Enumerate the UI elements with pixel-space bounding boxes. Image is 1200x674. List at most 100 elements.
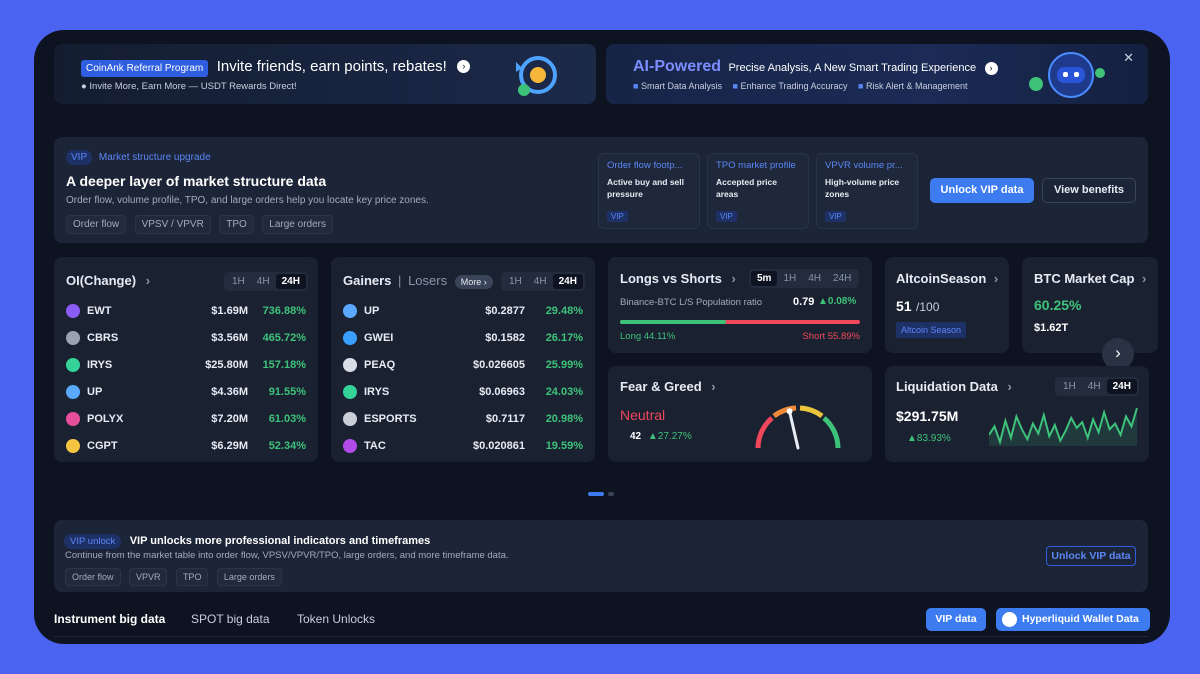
chip-vpsv-vpvr[interactable]: VPSV / VPVR	[134, 215, 211, 234]
list-item[interactable]: TAC $0.020861 19.59%	[331, 433, 595, 459]
list-item[interactable]: EWT $1.69M 736.88%	[54, 298, 318, 324]
tab-1h[interactable]: 1H	[509, 276, 522, 287]
list-item[interactable]: GWEI $0.1582 26.17%	[331, 325, 595, 351]
view-benefits-button[interactable]: View benefits	[1042, 178, 1136, 203]
longs-shorts-title[interactable]: Longs vs Shorts ›	[620, 271, 736, 286]
coin-change: 736.88%	[262, 305, 306, 317]
chip-tpo[interactable]: TPO	[219, 215, 254, 234]
fear-greed-change: ▲27.27%	[647, 431, 692, 442]
coin-value: $6.29M	[211, 440, 248, 452]
chip-large-orders[interactable]: Large orders	[262, 215, 333, 234]
chip-order-flow[interactable]: Order flow	[65, 568, 121, 586]
list-item[interactable]: ESPORTS $0.7117 20.98%	[331, 406, 595, 432]
liquidation-card: Liquidation Data › 1H 4H 24H $291.75M ▲8…	[885, 366, 1149, 462]
list-item[interactable]: UP $0.2877 29.48%	[331, 298, 595, 324]
page-dot-active[interactable]	[588, 492, 604, 496]
liquidation-title[interactable]: Liquidation Data ›	[896, 379, 1012, 394]
arrow-right-icon[interactable]: ›	[984, 62, 998, 75]
coin-name: CBRS	[87, 332, 119, 344]
coin-value: $0.2877	[485, 305, 525, 317]
tab-5m[interactable]: 5m	[751, 271, 778, 286]
list-item[interactable]: IRYS $0.06963 24.03%	[331, 379, 595, 405]
coin-name: IRYS	[87, 359, 113, 371]
divider: |	[398, 273, 402, 288]
coin-icon	[343, 358, 357, 372]
hyperliquid-wallet-button[interactable]: Hyperliquid Wallet Data	[996, 608, 1150, 631]
coin-value: $25.80M	[205, 359, 248, 371]
more-button[interactable]: More ›	[454, 275, 493, 289]
fear-greed-value: 42	[630, 431, 642, 442]
coin-value: $0.020861	[473, 440, 525, 452]
altcoin-score: 51	[896, 298, 912, 314]
tab-1h[interactable]: 1H	[232, 276, 245, 287]
coin-change: 465.72%	[262, 332, 306, 344]
unlock-vip-button[interactable]: Unlock VIP data	[930, 178, 1034, 203]
gainers-card: Gainers | Losers More › 1H 4H 24H UP $0.2…	[331, 257, 595, 462]
tab-instrument-big-data[interactable]: Instrument big data	[54, 612, 166, 626]
altcoin-title[interactable]: AltcoinSeason ›	[896, 271, 999, 286]
vip-unlock-badge: VIP unlock	[64, 534, 122, 549]
tab-24h[interactable]: 24H	[833, 273, 852, 284]
list-item[interactable]: UP $4.36M 91.55%	[54, 379, 318, 405]
liq-change: ▲83.93%	[907, 433, 951, 444]
unlock-vip-data-button[interactable]: Unlock VIP data	[1046, 546, 1136, 566]
liq-timeframe-tabs: 1H 4H 24H	[1055, 377, 1139, 396]
list-item[interactable]: CBRS $3.56M 465.72%	[54, 325, 318, 351]
close-icon[interactable]: ✕	[1123, 50, 1134, 65]
list-item[interactable]: IRYS $25.80M 157.18%	[54, 352, 318, 378]
oi-title[interactable]: OI(Change) ›	[66, 273, 151, 288]
btc-cap-title[interactable]: BTC Market Cap ›	[1034, 271, 1147, 286]
info-dot-icon: ●	[81, 81, 87, 92]
coin-name: GWEI	[364, 332, 394, 344]
feature-vpvr[interactable]: VPVR volume pr... High-volume price zone…	[816, 153, 918, 229]
tab-token-unlocks[interactable]: Token Unlocks	[297, 612, 376, 626]
vip-data-button[interactable]: VIP data	[926, 608, 986, 631]
tab-1h[interactable]: 1H	[1063, 381, 1076, 392]
carousel-next-icon[interactable]: ›	[1102, 338, 1134, 370]
chevron-right-icon: ›	[1142, 271, 1147, 286]
liq-sparkline-line	[989, 407, 1138, 446]
coin-change: 24.03%	[545, 386, 583, 398]
tab-24h[interactable]: 24H	[1106, 379, 1137, 394]
btc-cap-value: $1.62T	[1034, 322, 1069, 334]
altcoin-max: /100	[916, 300, 940, 314]
fear-greed-title[interactable]: Fear & Greed ›	[620, 379, 716, 394]
referral-headline: Invite friends, earn points, rebates!	[216, 58, 447, 76]
fear-greed-card: Fear & Greed › Neutral 42 ▲27.27%	[608, 366, 872, 462]
ai-banner[interactable]: AI-Powered Precise Analysis, A New Smart…	[606, 44, 1148, 104]
arrow-right-icon[interactable]: ›	[457, 60, 471, 74]
chip-vpvr[interactable]: VPVR	[128, 568, 168, 586]
tab-24h[interactable]: 24H	[275, 274, 306, 289]
ls-timeframe-tabs: 5m 1H 4H 24H	[749, 269, 860, 288]
feature-check-icon: ■	[732, 81, 738, 91]
chevron-right-icon: ›	[993, 271, 999, 286]
chip-large-orders[interactable]: Large orders	[216, 568, 282, 586]
tab-gainers[interactable]: Gainers	[343, 273, 392, 288]
coin-change: 19.59%	[545, 440, 583, 452]
tab-24h[interactable]: 24H	[552, 274, 583, 289]
feature-order-flow[interactable]: Order flow footp... Active buy and sell …	[598, 153, 700, 229]
chip-order-flow[interactable]: Order flow	[66, 215, 127, 234]
coin-value: $4.36M	[211, 386, 248, 398]
tab-4h[interactable]: 4H	[256, 276, 270, 287]
coin-icon	[343, 385, 357, 399]
coin-name: IRYS	[364, 386, 390, 398]
btc-cap-pct: 60.25%	[1034, 297, 1082, 313]
tab-4h[interactable]: 4H	[533, 276, 547, 287]
coin-icon	[343, 331, 357, 345]
refresh-coins-icon	[516, 56, 557, 96]
tab-losers[interactable]: Losers	[408, 273, 448, 288]
coin-icon	[343, 412, 357, 426]
tab-4h[interactable]: 4H	[808, 273, 822, 284]
list-item[interactable]: PEAQ $0.026605 25.99%	[331, 352, 595, 378]
coin-name: TAC	[364, 440, 386, 452]
list-item[interactable]: POLYX $7.20M 61.03%	[54, 406, 318, 432]
tab-4h[interactable]: 4H	[1087, 381, 1101, 392]
tab-spot-big-data[interactable]: SPOT big data	[191, 612, 270, 626]
tab-1h[interactable]: 1H	[783, 273, 797, 284]
page-dot[interactable]	[608, 492, 614, 496]
referral-banner[interactable]: CoinAnk Referral Program Invite friends,…	[54, 44, 596, 104]
feature-tpo[interactable]: TPO market profile Accepted price areas …	[707, 153, 809, 229]
list-item[interactable]: CGPT $6.29M 52.34%	[54, 433, 318, 459]
chip-tpo[interactable]: TPO	[175, 568, 209, 586]
